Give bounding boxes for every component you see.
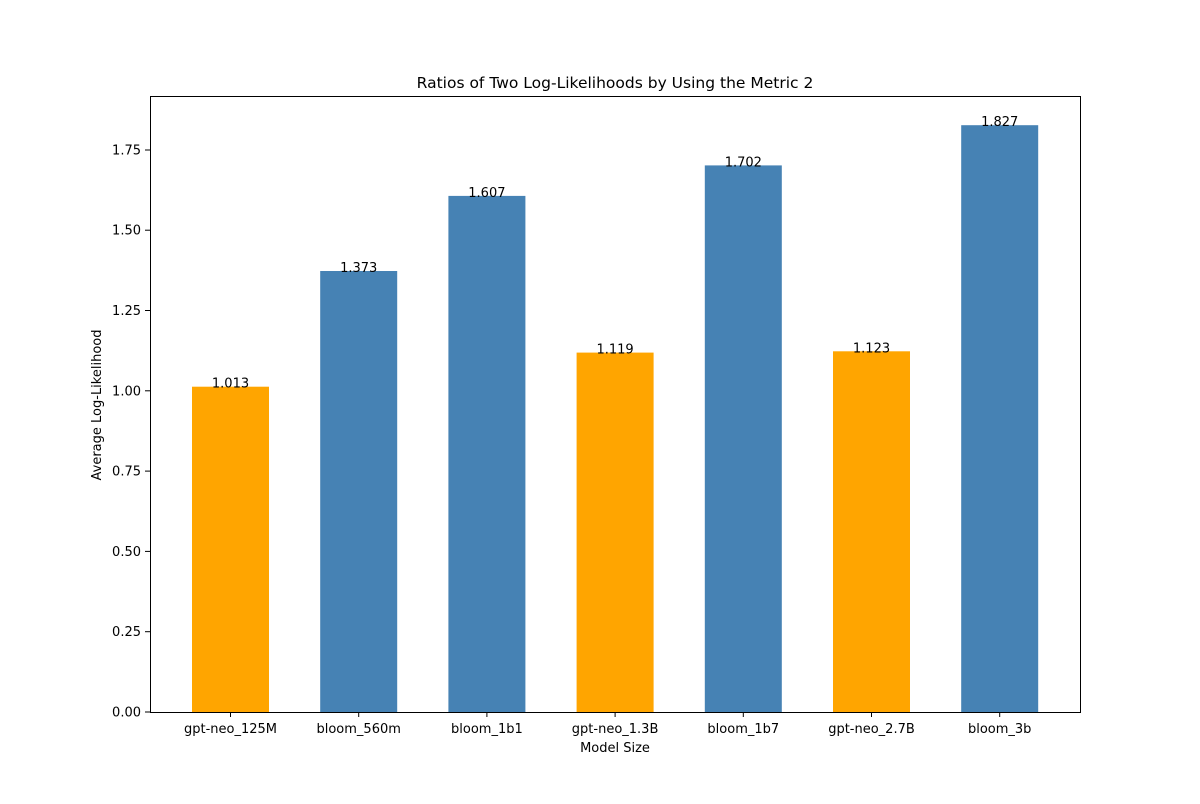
- bar-bloom_1b1: [448, 195, 526, 712]
- y-tick-label: 1.25: [112, 304, 141, 319]
- y-tick-label: 0.75: [112, 465, 141, 480]
- data-labels-layer: 1.013 1.373 1.607 1.119 1.702 1.123 1.827: [212, 115, 1018, 392]
- data-label-bloom_1b1: 1.607: [468, 186, 505, 201]
- bar-gpt-neo_1.3B: [576, 352, 654, 712]
- y-axis-label: Average Log-Likelihood: [90, 330, 105, 481]
- x-axis-label: Model Size: [580, 741, 650, 756]
- y-axis: 0.00 0.25 0.50 0.75 1.00 1.25 1.50 1.75: [112, 144, 150, 721]
- data-label-gpt-neo_125M: 1.013: [212, 377, 249, 392]
- x-tick-label-gpt-neo_2.7B: gpt-neo_2.7B: [828, 722, 915, 737]
- bar-gpt-neo_2.7B: [833, 351, 910, 712]
- x-tick-label-bloom_560m: bloom_560m: [316, 722, 400, 737]
- y-tick-label: 0.50: [112, 545, 141, 560]
- x-tick-label-bloom_3b: bloom_3b: [968, 722, 1031, 737]
- bar-gpt-neo_125M: [192, 386, 269, 712]
- y-tick-label: 0.25: [112, 625, 141, 640]
- data-label-bloom_560m: 1.373: [340, 261, 377, 276]
- data-label-gpt-neo_2.7B: 1.123: [853, 341, 890, 356]
- y-tick-label: 1.75: [112, 144, 141, 159]
- bar-bloom_3b: [961, 125, 1039, 712]
- y-tick-label: 1.00: [112, 384, 141, 399]
- bar-bloom_560m: [320, 271, 398, 712]
- data-label-bloom_3b: 1.827: [981, 115, 1018, 130]
- data-label-gpt-neo_1.3B: 1.119: [596, 343, 633, 358]
- bar-bloom_1b7: [704, 165, 782, 712]
- data-label-bloom_1b7: 1.702: [725, 155, 762, 170]
- y-tick-label: 0.00: [112, 706, 141, 721]
- y-tick-label: 1.50: [112, 224, 141, 239]
- x-tick-label-bloom_1b7: bloom_1b7: [707, 722, 779, 737]
- x-tick-label-bloom_1b1: bloom_1b1: [451, 722, 523, 737]
- x-tick-label-gpt-neo_1.3B: gpt-neo_1.3B: [572, 722, 659, 737]
- bars-layer: [192, 125, 1039, 712]
- chart-title: Ratios of Two Log-Likelihoods by Using t…: [417, 74, 814, 92]
- x-axis: gpt-neo_125M bloom_560m bloom_1b1 gpt-neo_1…: [184, 712, 1031, 737]
- x-tick-label-gpt-neo_125M: gpt-neo_125M: [184, 722, 277, 737]
